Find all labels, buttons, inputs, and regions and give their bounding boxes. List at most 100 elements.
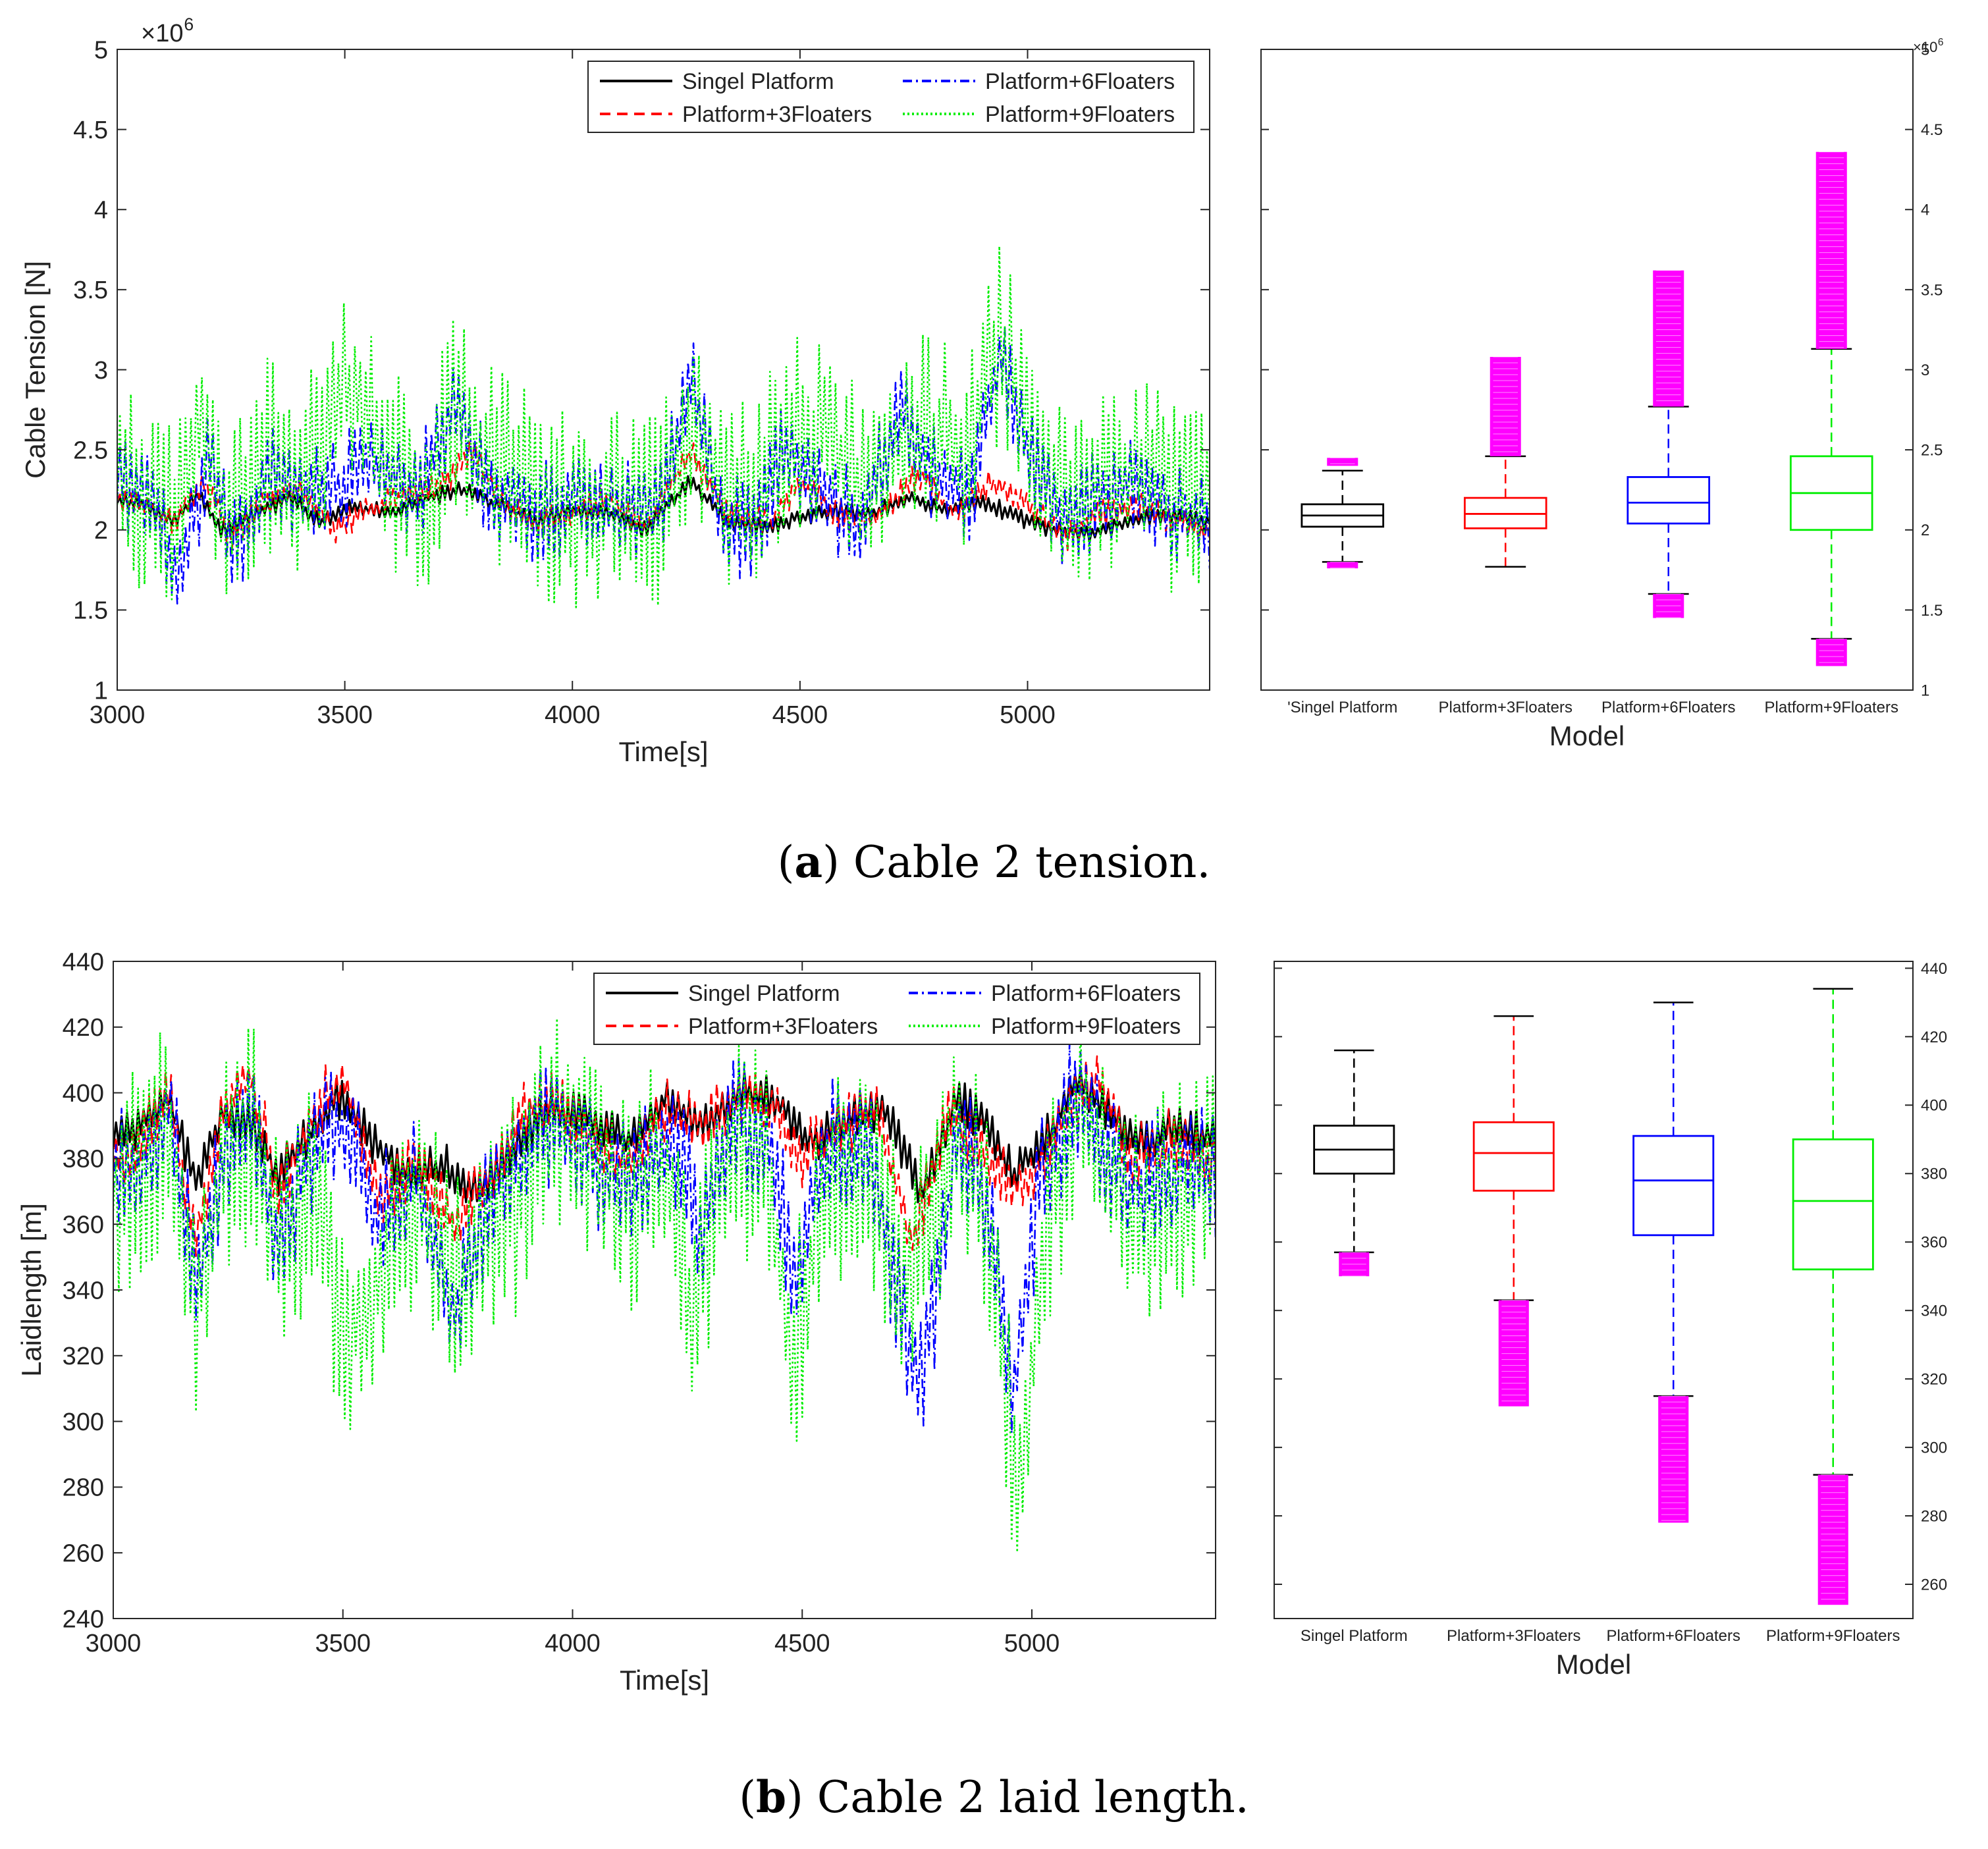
legend-label-singel: Singel Platform xyxy=(682,69,834,94)
chart-a-tension-boxplot: 'Singel Platform Platform+3Floaters Platfo… xyxy=(1260,37,1944,751)
axes: 260 280 300 320 340 360 380 400 420 440 Model xyxy=(1274,960,1947,1680)
ytick-label: 380 xyxy=(1921,1166,1947,1183)
y-axis-label: Laidlength [m] xyxy=(16,1203,47,1377)
ytick-label: 320 xyxy=(1921,1371,1947,1389)
outlier-band-low xyxy=(1327,562,1358,569)
ytick-label: 440 xyxy=(1921,960,1947,978)
legend-box xyxy=(593,973,1200,1045)
caption-b: (b) Cable 2 laid length. xyxy=(739,1771,1249,1823)
axes: 1 1.5 2 2.5 3 3.5 4 4.5 5 3000 3500 4000 4500 5000 Tim… xyxy=(20,14,1210,767)
x-axis-label: Model xyxy=(1556,1649,1631,1680)
caption-a: (a) Cable 2 tension. xyxy=(777,836,1211,888)
ytick-label: 400 xyxy=(1921,1097,1947,1115)
xtick-label: 5000 xyxy=(1004,1630,1060,1657)
box-f3 xyxy=(1463,356,1547,568)
box-iqr xyxy=(1626,476,1711,525)
axis-exponent-label: ×10 xyxy=(1913,39,1937,55)
xtick-label: 3500 xyxy=(315,1630,371,1657)
outlier-band-low-marks xyxy=(1501,1300,1526,1402)
axis-exponent-power: 6 xyxy=(184,14,194,34)
box-f3 xyxy=(1472,1015,1555,1407)
axes-frame xyxy=(1274,961,1914,1619)
ytick-label: 1 xyxy=(94,677,108,705)
ytick-label: 240 xyxy=(63,1605,104,1633)
chart-b-laidlength-boxplot: Singel Platform Platform+3Floaters Platfor… xyxy=(1274,960,1947,1680)
series-line-f3 xyxy=(113,1055,1216,1257)
ytick-label: 4 xyxy=(94,197,108,225)
outlier-band-low-marks xyxy=(1821,1474,1846,1600)
ytick-label: 5 xyxy=(94,36,108,64)
outlier-band-high xyxy=(1327,458,1358,466)
x-axis-label: Model xyxy=(1549,720,1625,751)
x-axis-label: Time[s] xyxy=(618,736,708,767)
box-singel xyxy=(1301,457,1385,569)
outlier-band-low-marks xyxy=(1330,561,1355,568)
xtick-label: 5000 xyxy=(1000,701,1056,729)
category-label: Platform+6Floaters xyxy=(1607,1627,1740,1645)
ytick-label: 1 xyxy=(1921,682,1929,699)
legend-label-f3: Platform+3Floaters xyxy=(688,1014,878,1039)
ytick-label: 420 xyxy=(63,1014,104,1042)
axes: 240 260 280 300 320 340 360 380 400 420 440 3000 350… xyxy=(16,948,1216,1696)
series-group xyxy=(113,1017,1216,1553)
box-f9 xyxy=(1792,988,1874,1605)
ytick-label: 3 xyxy=(94,357,108,385)
xtick-label: 3000 xyxy=(86,1630,142,1657)
legend: Singel Platform Platform+6Floaters Platfor… xyxy=(587,61,1195,133)
xtick-label: 4500 xyxy=(774,1630,830,1657)
outlier-band-low-marks xyxy=(1655,593,1681,618)
caption-b-letter: b xyxy=(755,1771,787,1823)
legend-label-f9: Platform+9Floaters xyxy=(985,102,1175,127)
ytick-label: 360 xyxy=(63,1212,104,1239)
outlier-band-high-marks xyxy=(1330,457,1355,464)
series-group xyxy=(117,245,1210,608)
outlier-band-low-marks xyxy=(1341,1252,1366,1277)
ytick-label: 320 xyxy=(63,1343,104,1370)
category-label: Singel Platform xyxy=(1301,1627,1408,1645)
outlier-band-high xyxy=(1490,357,1521,456)
outlier-band-low-marks xyxy=(1819,638,1844,663)
outlier-band-low-marks xyxy=(1661,1395,1686,1521)
axis-exponent-label: ×10 xyxy=(141,20,183,47)
outlier-band-low xyxy=(1658,1396,1689,1523)
caption-a-text: ) Cable 2 tension. xyxy=(822,837,1211,888)
outlier-band-low xyxy=(1815,639,1847,666)
xtick-label: 4000 xyxy=(545,1630,601,1657)
ytick-label: 5 xyxy=(1921,41,1929,59)
box-iqr xyxy=(1472,1121,1555,1192)
chart-a-tension-timeseries: 1 1.5 2 2.5 3 3.5 4 4.5 5 3000 3500 4000 4500 5000 Tim… xyxy=(20,14,1210,767)
legend: Singel Platform Platform+6Floaters Platfor… xyxy=(593,973,1200,1045)
ytick-label: 1.5 xyxy=(73,597,108,625)
ytick-label: 4.5 xyxy=(1921,121,1943,139)
category-label: Platform+3Floaters xyxy=(1447,1627,1580,1645)
caption-a-letter: a xyxy=(794,836,823,888)
category-label: 'Singel Platform xyxy=(1287,699,1397,716)
ytick-label: 440 xyxy=(63,948,104,976)
outlier-band-high-marks xyxy=(1655,270,1681,402)
legend-box xyxy=(587,61,1195,133)
ytick-label: 420 xyxy=(1921,1029,1947,1046)
ytick-label: 3 xyxy=(1921,362,1929,379)
plot-area xyxy=(1274,961,1913,1619)
axis-exponent-power: 6 xyxy=(1938,37,1944,48)
box-f9 xyxy=(1789,151,1873,666)
category-label: Platform+9Floaters xyxy=(1766,1627,1900,1645)
xtick-label: 3500 xyxy=(317,701,373,729)
ytick-label: 360 xyxy=(1921,1234,1947,1252)
ytick-label: 3.5 xyxy=(73,277,108,304)
ytick-label: 2 xyxy=(94,517,108,545)
ytick-label: 280 xyxy=(1921,1507,1947,1525)
caption-b-text: ) Cable 2 laid length. xyxy=(786,1772,1249,1823)
ytick-label: 4.5 xyxy=(73,117,108,144)
plot-area xyxy=(113,961,1216,1619)
ytick-label: 340 xyxy=(1921,1302,1947,1320)
ytick-label: 400 xyxy=(63,1080,104,1108)
y-axis-label: Cable Tension [N] xyxy=(20,261,51,479)
box-f6 xyxy=(1632,1002,1715,1523)
category-label: Platform+6Floaters xyxy=(1601,699,1735,716)
axes: 1 1.5 2 2.5 3 3.5 4 4.5 5 Model ×10 6 xyxy=(1260,37,1944,751)
ytick-label: 300 xyxy=(63,1408,104,1436)
box-singel xyxy=(1313,1049,1395,1277)
ytick-label: 2.5 xyxy=(1921,442,1943,460)
